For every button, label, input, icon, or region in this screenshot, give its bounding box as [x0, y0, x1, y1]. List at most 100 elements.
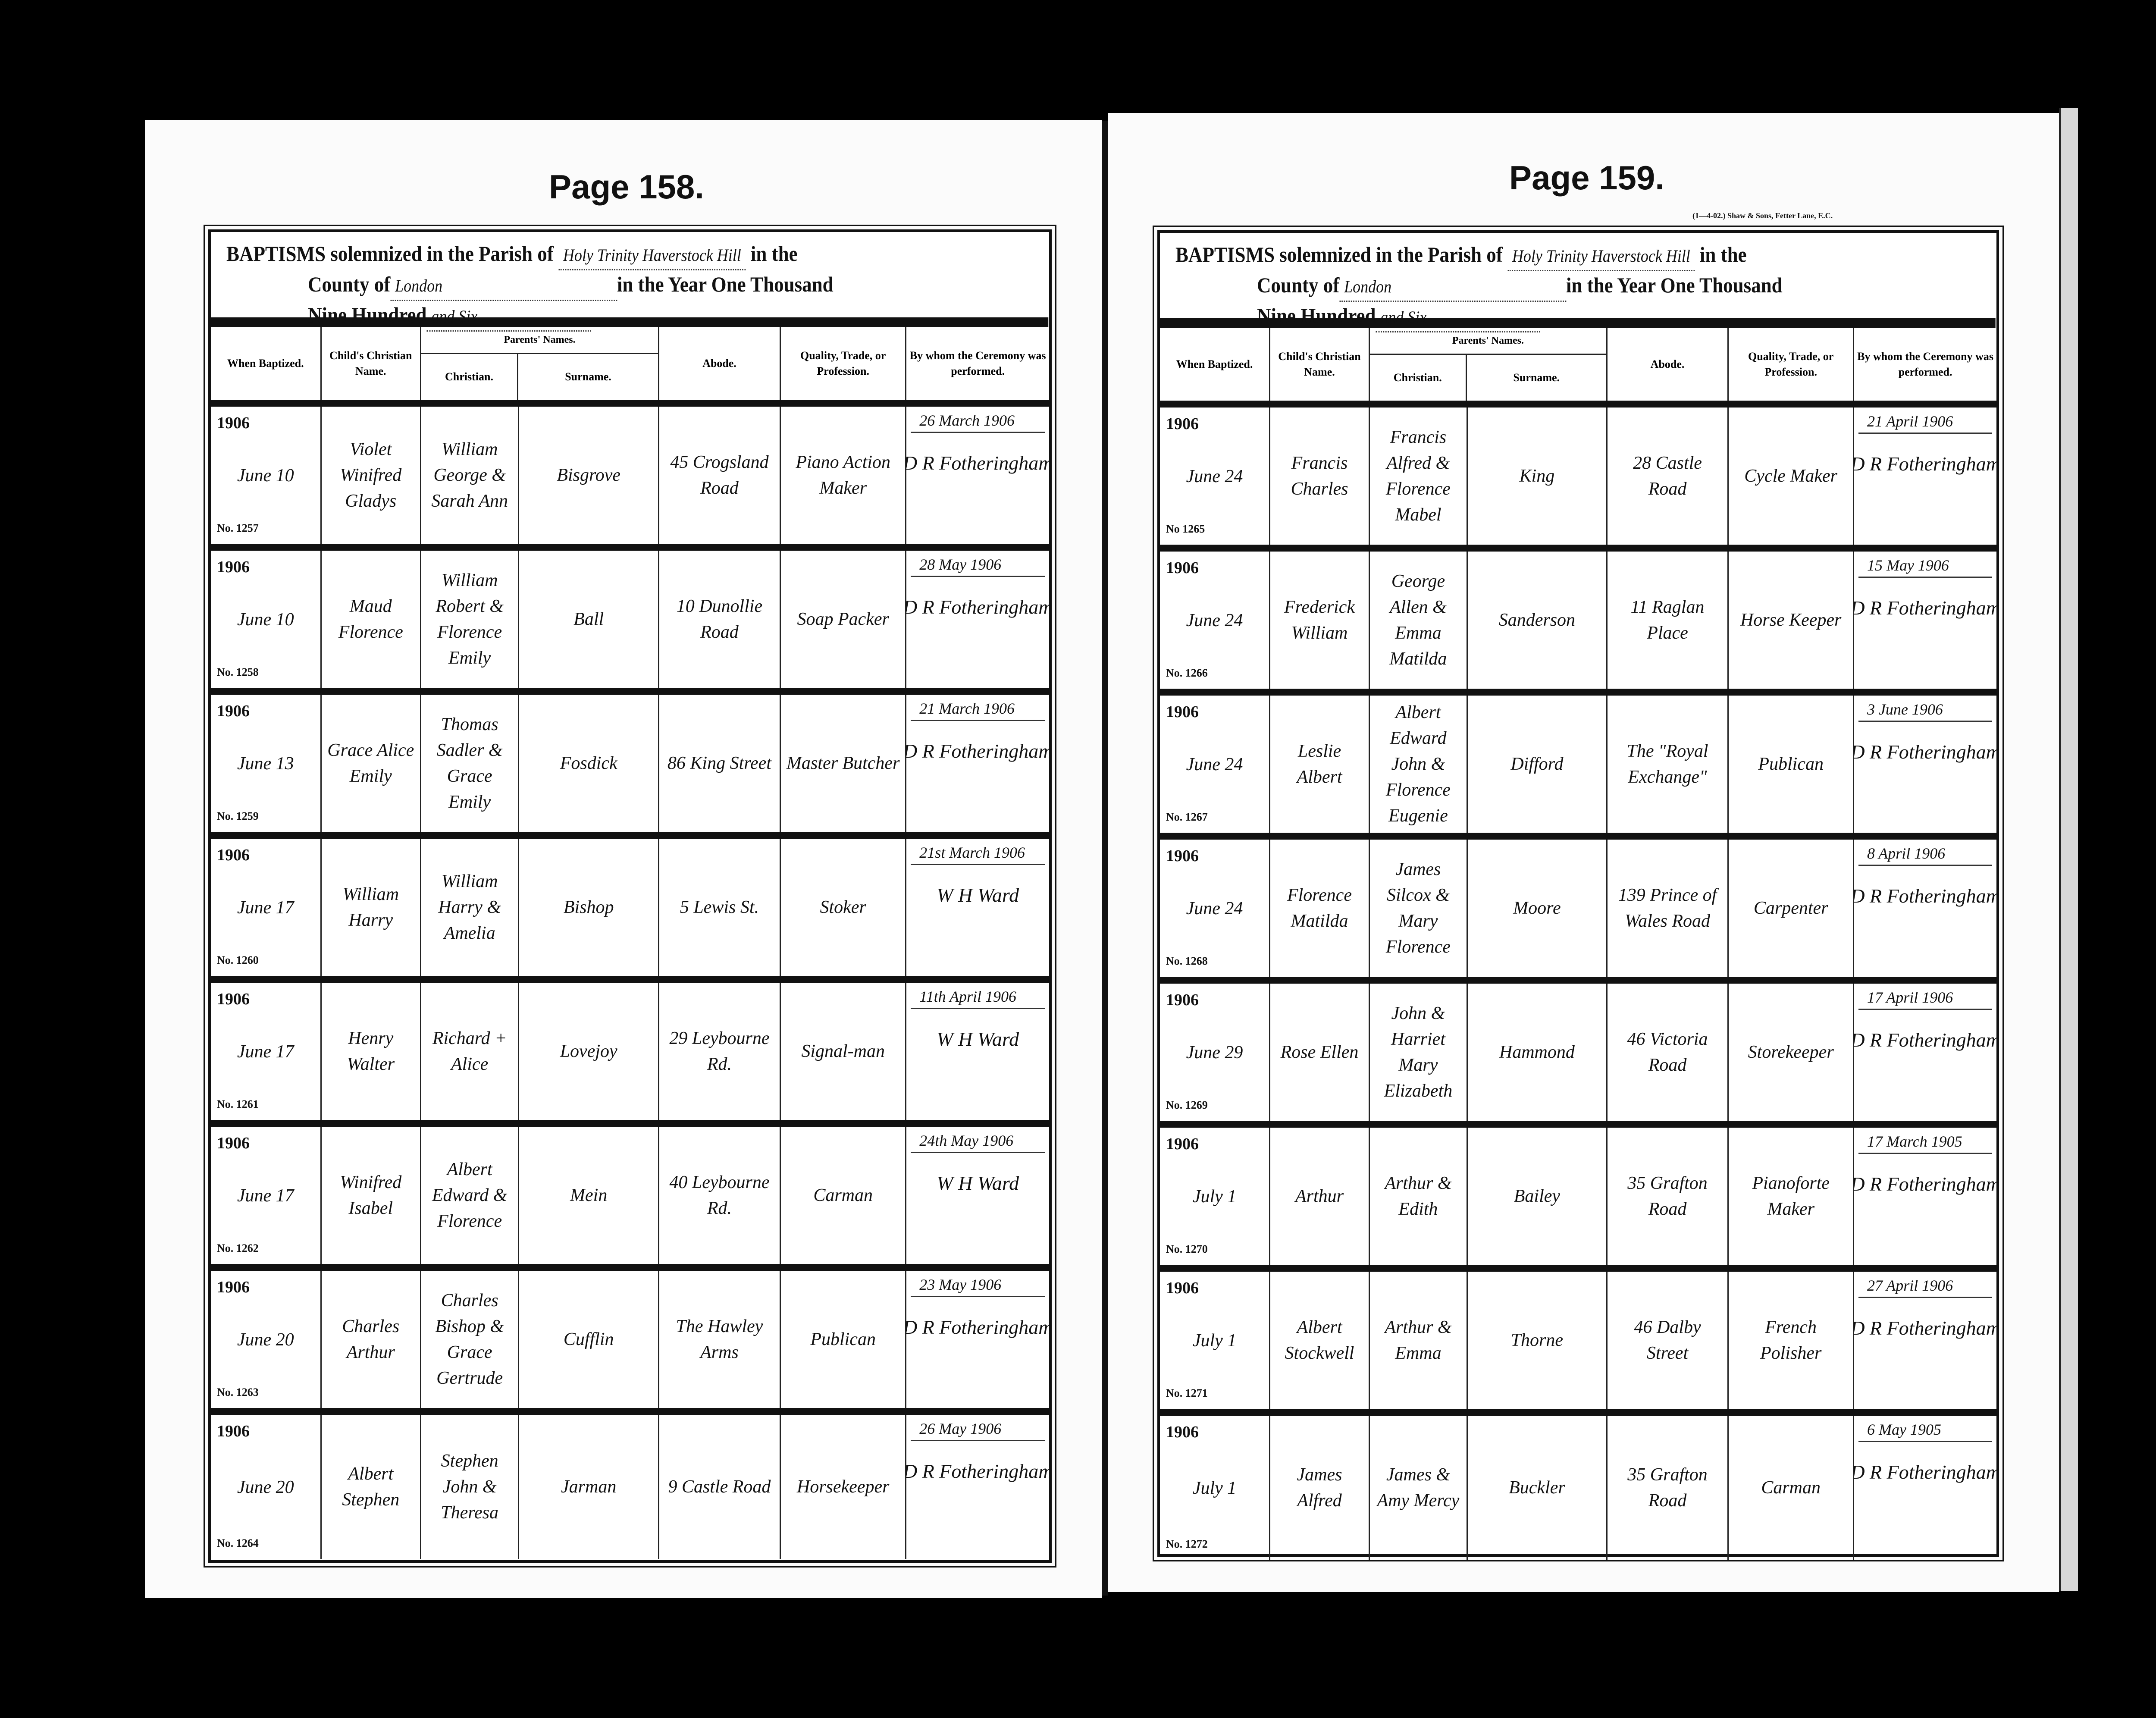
parents-christian-names: George Allen & Emma Matilda	[1370, 552, 1468, 689]
abode: 45 Crogsland Road	[659, 407, 781, 544]
surname: Fosdick	[519, 695, 659, 832]
parish-name: Holy Trinity Haverstock Hill	[558, 241, 746, 270]
parents-christian-names: William Robert & Florence Emily	[421, 551, 520, 688]
profession: Cycle Maker	[1729, 408, 1855, 545]
certificate-date: 24th May 1906	[911, 1129, 1045, 1153]
baptism-date: July 1	[1192, 1331, 1237, 1351]
baptism-year: 1906	[1166, 1135, 1199, 1153]
parents-christian-names: John & Harriet Mary Elizabeth	[1370, 984, 1468, 1121]
when-baptized-cell: 1906 June 10 No. 1257	[211, 407, 322, 544]
surname: Sanderson	[1468, 552, 1608, 689]
table-row: 1906 June 24 No 1265 Francis Charles Francis…	[1160, 408, 1996, 552]
table-row: 1906 June 17 No. 1260 William Harry William …	[211, 839, 1049, 983]
profession: Signal-man	[781, 983, 907, 1120]
table-row: 1906 June 10 No. 1258 Maud Florence William …	[211, 551, 1049, 695]
table-row: 1906 June 20 No. 1263 Charles Arthur Charles…	[211, 1271, 1049, 1415]
baptism-date: June 20	[237, 1330, 294, 1350]
when-baptized-cell: 1906 June 17 No. 1260	[211, 839, 322, 976]
parents-names-label: Parents' Names.	[1369, 328, 1606, 355]
officiant-cell: 11th April 1906 W H Ward	[906, 983, 1049, 1120]
certificate-date: 21st March 1906	[911, 841, 1045, 865]
parents-christian-names: Charles Bishop & Grace Gertrude	[421, 1271, 520, 1408]
parish-name: Holy Trinity Haverstock Hill	[1507, 242, 1695, 271]
column-header-when: When Baptized.	[1160, 328, 1271, 401]
column-header-child: Child's Christian Name.	[322, 327, 421, 400]
officiant-cell: 23 May 1906 D R Fotheringham	[906, 1271, 1049, 1408]
parents-christian-names: William George & Sarah Ann	[421, 407, 520, 544]
child-name: Francis Charles	[1270, 408, 1370, 545]
column-header-abode: Abode.	[659, 327, 781, 400]
officiant-signature: D R Fotheringham	[1854, 1173, 1996, 1195]
baptism-year: 1906	[1166, 1423, 1199, 1441]
surname: Cufflin	[519, 1271, 659, 1408]
table-row: 1906 July 1 No. 1270 Arthur Arthur & Edith Ba…	[1160, 1128, 1996, 1272]
column-header-parents: Parents' Names. Christian. Surname.	[1369, 328, 1608, 401]
profession: Carpenter	[1729, 840, 1855, 977]
page-title: Page 159.	[1509, 159, 1664, 197]
when-baptized-cell: 1906 July 1 No. 1272	[1160, 1416, 1271, 1560]
column-header-quality: Quality, Trade, or Profession.	[1729, 328, 1855, 401]
entry-number: No. 1261	[217, 1098, 259, 1110]
column-header-christian: Christian.	[421, 354, 519, 400]
column-headers: When Baptized. Child's Christian Name. Par…	[1160, 328, 1996, 408]
baptism-year: 1906	[1166, 847, 1199, 865]
heading-line-parish: BAPTISMS solemnized in the Parish of Hol…	[1175, 241, 1980, 271]
when-baptized-cell: 1906 June 24 No. 1266	[1160, 552, 1271, 689]
surname: Bailey	[1468, 1128, 1608, 1265]
child-name: Albert Stockwell	[1270, 1272, 1370, 1409]
baptism-date: June 24	[1186, 467, 1243, 486]
column-header-quality: Quality, Trade, or Profession.	[781, 327, 907, 400]
table-row: 1906 June 24 No. 1266 Frederick William Geor…	[1160, 552, 1996, 696]
baptism-year: 1906	[1166, 991, 1199, 1009]
parents-christian-names: Stephen John & Theresa	[421, 1415, 520, 1559]
child-name: Albert Stephen	[322, 1415, 421, 1559]
baptism-date: June 24	[1186, 899, 1243, 919]
when-baptized-cell: 1906 June 24 No. 1267	[1160, 696, 1271, 833]
officiant-signature: D R Fotheringham	[906, 596, 1049, 618]
abode: 46 Dalby Street	[1608, 1272, 1729, 1409]
abode: 35 Grafton Road	[1608, 1128, 1729, 1265]
certificate-date: 3 June 1906	[1858, 698, 1993, 722]
entry-number: No. 1270	[1166, 1243, 1208, 1255]
when-baptized-cell: 1906 June 17 No. 1262	[211, 1127, 322, 1264]
certificate-date: 23 May 1906	[911, 1273, 1045, 1297]
when-baptized-cell: 1906 June 24 No. 1268	[1160, 840, 1271, 977]
parents-christian-names: Albert Edward John & Florence Eugenie	[1370, 696, 1468, 833]
heading-line-year: Nine Hundred and Six	[226, 301, 1033, 332]
parents-christian-names: Richard + Alice	[421, 983, 520, 1120]
child-name: Florence Matilda	[1270, 840, 1370, 977]
profession: Horse Keeper	[1729, 552, 1855, 689]
profession: Publican	[1729, 696, 1855, 833]
heading-line-county: County of London in the Year One Thousand	[1175, 271, 1980, 302]
baptism-date: June 17	[237, 898, 294, 918]
when-baptized-cell: 1906 July 1 No. 1270	[1160, 1128, 1271, 1265]
entry-number: No. 1259	[217, 810, 259, 822]
table-row: 1906 June 29 No. 1269 Rose Ellen John & Harr…	[1160, 984, 1996, 1128]
abode: The Hawley Arms	[659, 1271, 781, 1408]
parents-christian-names: James Silcox & Mary Florence	[1370, 840, 1468, 977]
profession: Stoker	[781, 839, 907, 976]
baptism-date: June 24	[1186, 611, 1243, 630]
baptism-date: July 1	[1192, 1478, 1237, 1498]
profession: Piano Action Maker	[781, 407, 907, 544]
officiant-signature: D R Fotheringham	[1854, 1317, 1996, 1339]
child-name: Charles Arthur	[322, 1271, 421, 1408]
child-name: Grace Alice Emily	[322, 695, 421, 832]
baptism-date: June 20	[237, 1477, 294, 1497]
abode: 86 King Street	[659, 695, 781, 832]
entry-number: No. 1266	[1166, 667, 1208, 679]
officiant-cell: 21 April 1906 D R Fotheringham	[1854, 408, 1996, 545]
entry-number: No. 1263	[217, 1386, 259, 1398]
heading-text: BAPTISMS solemnized in the Parish of	[1175, 242, 1503, 266]
heading-text: in the Year One Thousand	[617, 272, 834, 296]
parents-christian-names: Thomas Sadler & Grace Emily	[421, 695, 520, 832]
officiant-cell: 21st March 1906 W H Ward	[906, 839, 1049, 976]
certificate-date: 8 April 1906	[1858, 842, 1993, 866]
baptism-date: June 13	[237, 754, 294, 774]
heading-text: County of	[1257, 273, 1340, 297]
table-row: 1906 June 20 No. 1264 Albert Stephen Stephen…	[211, 1415, 1049, 1559]
column-header-christian: Christian.	[1370, 355, 1467, 401]
baptism-register-table: BAPTISMS solemnized in the Parish of Hol…	[204, 225, 1056, 1568]
when-baptized-cell: 1906 July 1 No. 1271	[1160, 1272, 1271, 1409]
entry-number: No. 1267	[1166, 811, 1208, 823]
